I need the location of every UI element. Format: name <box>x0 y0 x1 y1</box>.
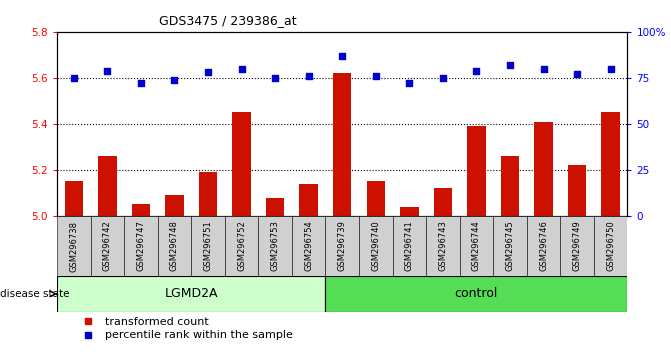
Point <box>203 69 213 75</box>
Bar <box>258 216 292 276</box>
Text: GSM296743: GSM296743 <box>438 221 448 272</box>
Legend: transformed count, percentile rank within the sample: transformed count, percentile rank withi… <box>72 313 297 345</box>
Bar <box>359 216 393 276</box>
Point <box>337 53 348 59</box>
Bar <box>393 216 426 276</box>
Point <box>169 77 180 82</box>
Bar <box>325 276 627 312</box>
Bar <box>64 181 83 216</box>
Text: GSM296749: GSM296749 <box>572 221 582 272</box>
Text: GSM296739: GSM296739 <box>338 221 347 272</box>
Text: LGMD2A: LGMD2A <box>164 287 218 300</box>
Bar <box>91 216 124 276</box>
Point <box>236 66 247 72</box>
Bar <box>594 216 627 276</box>
Bar <box>232 113 251 216</box>
Point <box>270 75 280 81</box>
Bar <box>501 156 519 216</box>
Bar <box>124 216 158 276</box>
Point <box>68 75 79 81</box>
Bar <box>366 181 385 216</box>
Text: GSM296742: GSM296742 <box>103 221 112 272</box>
Text: GSM296750: GSM296750 <box>606 221 615 272</box>
Bar <box>158 216 191 276</box>
Text: GSM296751: GSM296751 <box>203 221 213 272</box>
Point <box>404 81 415 86</box>
Bar <box>534 122 553 216</box>
Bar <box>57 276 325 312</box>
Text: GSM296747: GSM296747 <box>136 221 146 272</box>
Bar <box>225 216 258 276</box>
Text: GSM296752: GSM296752 <box>237 221 246 272</box>
Bar <box>460 216 493 276</box>
Text: GSM296741: GSM296741 <box>405 221 414 272</box>
Point <box>370 73 381 79</box>
Point <box>605 66 616 72</box>
Bar <box>426 216 460 276</box>
Text: GSM296738: GSM296738 <box>69 221 79 272</box>
Bar <box>299 184 318 216</box>
Bar <box>527 216 560 276</box>
Text: control: control <box>455 287 498 300</box>
Bar <box>467 126 486 216</box>
Text: GSM296753: GSM296753 <box>270 221 280 272</box>
Text: GSM296740: GSM296740 <box>371 221 380 272</box>
Bar <box>132 205 150 216</box>
Text: GSM296744: GSM296744 <box>472 221 481 272</box>
Point <box>102 68 113 73</box>
Bar <box>433 188 452 216</box>
Bar <box>191 216 225 276</box>
Bar <box>568 165 586 216</box>
Text: GSM296745: GSM296745 <box>505 221 515 272</box>
Text: GSM296746: GSM296746 <box>539 221 548 272</box>
Point <box>471 68 482 73</box>
Point <box>572 72 582 77</box>
Bar <box>333 73 352 216</box>
Text: disease state: disease state <box>0 289 70 299</box>
Bar <box>266 198 285 216</box>
Point <box>437 75 448 81</box>
Point <box>538 66 549 72</box>
Bar <box>325 216 359 276</box>
Point <box>505 62 515 68</box>
Text: GDS3475 / 239386_at: GDS3475 / 239386_at <box>159 14 297 27</box>
Bar <box>601 113 620 216</box>
Bar <box>57 216 91 276</box>
Bar <box>493 216 527 276</box>
Bar <box>560 216 594 276</box>
Bar <box>199 172 217 216</box>
Bar <box>165 195 184 216</box>
Bar <box>292 216 325 276</box>
Text: GSM296754: GSM296754 <box>304 221 313 272</box>
Point <box>136 81 146 86</box>
Bar <box>400 207 419 216</box>
Bar <box>98 156 117 216</box>
Point <box>303 73 314 79</box>
Text: GSM296748: GSM296748 <box>170 221 179 272</box>
